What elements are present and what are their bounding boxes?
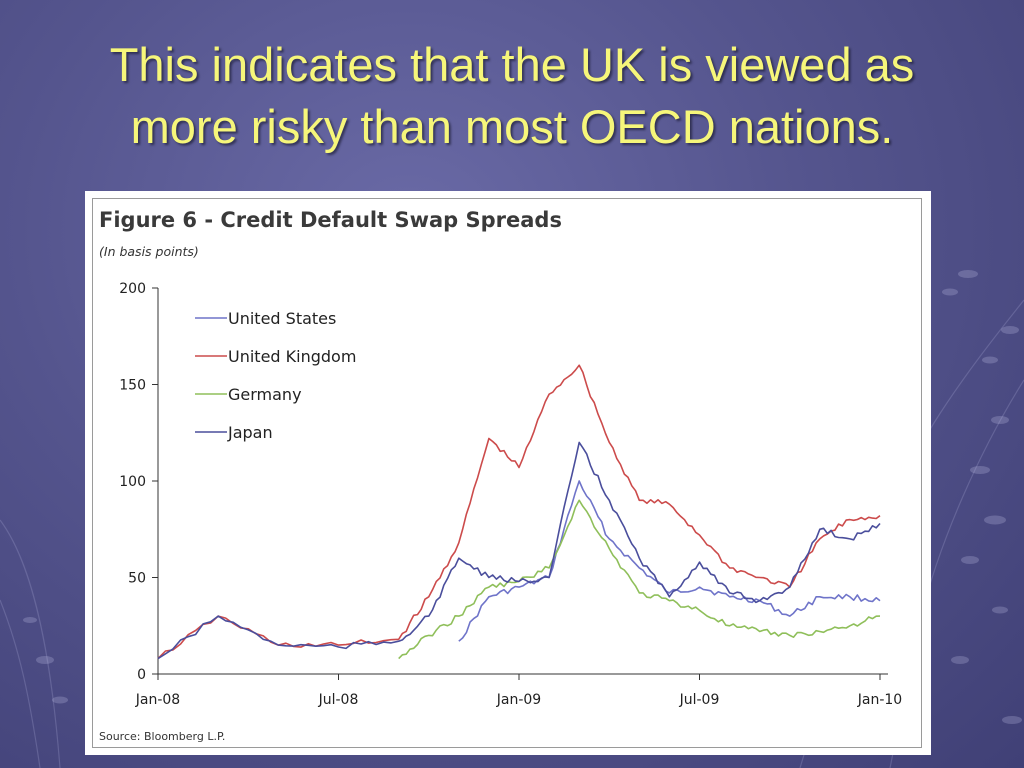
x-tick-label-Jan-10: Jan-10 xyxy=(857,692,902,708)
slide-title-line-2: more risky than most OECD nations. xyxy=(130,100,894,153)
x-tick-label-Jul-08: Jul-08 xyxy=(318,692,359,708)
legend-label-united-kingdom: United Kingdom xyxy=(228,347,356,366)
x-tick-label-Jul-09: Jul-09 xyxy=(679,692,720,708)
legend-label-japan: Japan xyxy=(227,423,273,442)
y-tick-label-50: 50 xyxy=(128,571,146,587)
series-line-japan xyxy=(157,441,881,660)
slide-title-line-1: This indicates that the UK is viewed as xyxy=(109,38,915,91)
y-tick-label-200: 200 xyxy=(119,281,146,297)
y-tick-label-150: 150 xyxy=(119,378,146,394)
y-tick-label-0: 0 xyxy=(137,667,146,683)
series-line-united-kingdom xyxy=(157,364,881,660)
legend-label-united-states: United States xyxy=(228,309,336,328)
figure-frame xyxy=(92,198,922,748)
chart-title: Figure 6 - Credit Default Swap Spreads xyxy=(99,208,562,232)
x-tick-label-Jan-09: Jan-09 xyxy=(496,692,541,708)
slide-title: This indicates that the UK is viewed as … xyxy=(0,34,1024,158)
chart-units-note: (In basis points) xyxy=(99,244,199,259)
y-tick-label-100: 100 xyxy=(119,474,146,490)
x-tick-label-Jan-08: Jan-08 xyxy=(135,692,180,708)
cds-line-chart: 0 50 100 150 200 Jan-08 Jul-08 Jan-09 Jul-09 Jan-… xyxy=(119,281,902,708)
chart-source: Source: Bloomberg L.P. xyxy=(99,730,226,743)
figure-panel: Figure 6 - Credit Default Swap Spreads (… xyxy=(85,191,931,755)
legend-label-germany: Germany xyxy=(228,385,302,404)
series-line-germany xyxy=(398,499,881,660)
